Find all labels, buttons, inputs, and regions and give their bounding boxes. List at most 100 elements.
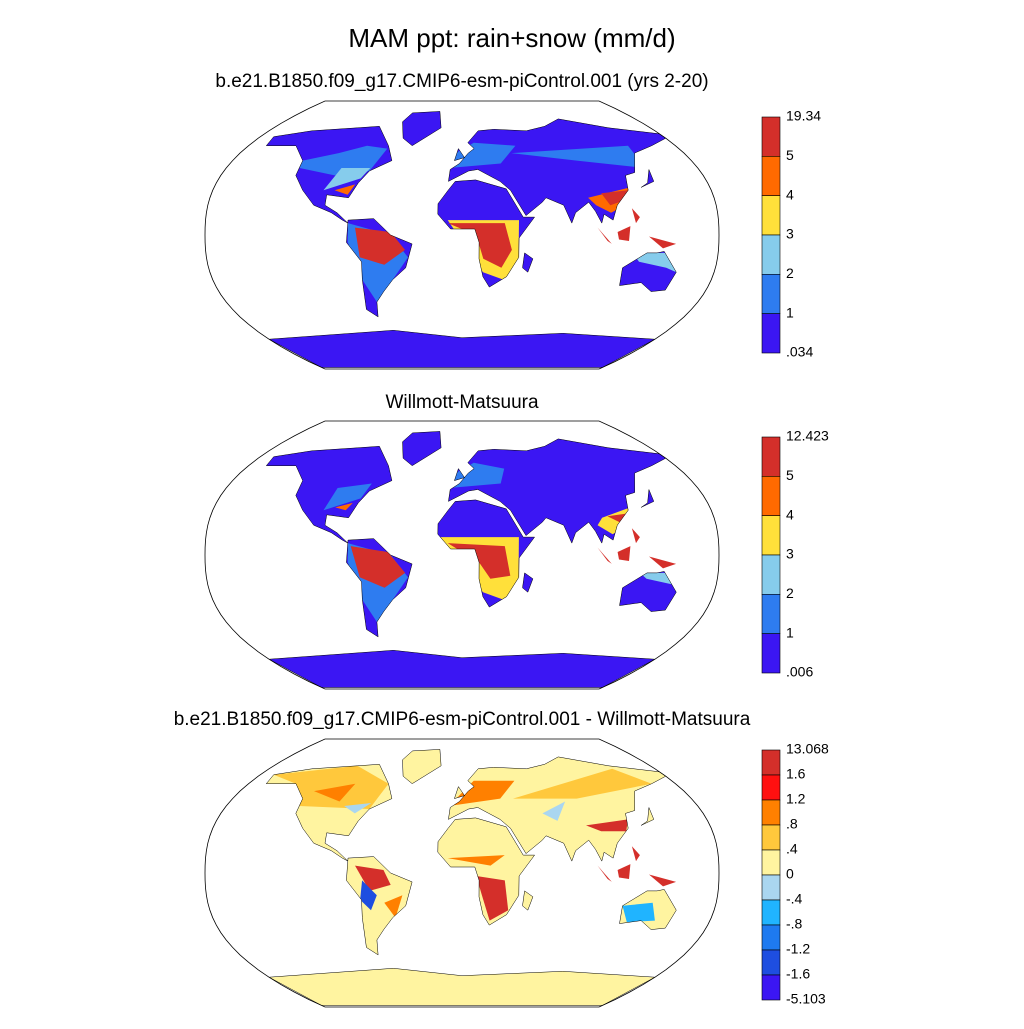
island [597,227,612,244]
region [542,801,566,821]
coastline [619,889,677,930]
island [649,874,677,887]
colorbar-box [761,234,781,275]
colorbar-box [761,515,781,556]
colorbar-label: 19.34 [786,108,821,124]
colorbar-box [761,924,781,951]
coastline [346,856,413,956]
coastline [522,252,534,273]
land [641,169,654,188]
coastline [265,126,393,224]
colorbar-box [761,774,781,801]
region [323,483,372,511]
region [447,223,512,268]
region [355,865,391,891]
island [617,546,631,561]
coastline [437,179,536,288]
colorbar-box [761,116,781,157]
map-panel: b.e21.B1850.f09_g17.CMIP6-esm-piControl.… [204,71,821,370]
map-outline [204,100,720,370]
colorbar-box [761,824,781,851]
coastline [268,968,656,1006]
colorbar-label: -5.103 [786,991,826,1007]
coastline [522,890,534,911]
colorbar-box [761,436,781,477]
map-panel: Willmott-Matsuura 12.423 5 4 3 2 1 .006 [204,392,829,690]
region [350,546,406,588]
coastline [437,499,536,608]
region [314,783,356,802]
land [522,572,533,593]
panel-title: Willmott-Matsuura [385,392,539,413]
colorbar-box [761,949,781,976]
region [622,902,655,923]
region [511,145,646,168]
coastline [448,756,667,862]
region [586,819,628,832]
coastline [619,571,677,612]
colorbar-label: 13.068 [786,741,829,757]
colorbar-label: 1 [786,624,794,640]
colorbar-box [761,313,781,354]
colorbar-label: -.8 [786,916,803,932]
colorbar-label: 1.2 [786,791,806,807]
map-fills [265,431,677,688]
region [447,855,505,866]
map-outline [204,738,720,1008]
colorbar-label: 12.423 [786,428,829,444]
colorbar-label: 2 [786,265,794,281]
colorbar-label: .4 [786,841,798,857]
colorbar-box [761,974,781,1001]
map-panel: b.e21.B1850.f09_g17.CMIP6-esm-piControl.… [174,709,829,1008]
land [641,489,654,508]
coastline [346,538,413,638]
land [266,446,392,544]
colorbar-box [761,476,781,516]
colorbar-box [761,554,781,595]
colorbar-label: -1.6 [786,966,810,982]
coastline [454,786,465,799]
coastline [522,572,534,593]
coastline [454,468,465,481]
colorbar-label: 2 [786,585,794,601]
land [269,330,655,368]
land [522,252,533,273]
region [448,780,515,806]
colorbar-label: .006 [786,664,813,680]
colorbar-box [761,799,781,826]
map-outline [204,420,720,690]
region [335,502,353,511]
region [448,462,505,488]
colorbar-box [761,594,781,634]
island [649,236,677,249]
land [522,890,533,911]
island [617,226,631,241]
region [601,190,629,206]
region [344,803,372,814]
coastline [448,118,667,224]
coastline [619,251,677,292]
island [597,547,612,564]
island [631,208,640,224]
coastline [402,749,442,785]
coastline [268,650,656,688]
panel-title: b.e21.B1850.f09_g17.CMIP6-esm-piControl.… [174,709,751,730]
region [632,252,677,273]
colorbar-box [761,195,781,236]
island [649,556,677,569]
land [402,749,442,784]
coastline [402,431,442,467]
coastline [265,764,393,862]
land [437,817,535,926]
region [639,572,674,585]
colorbar-label: -1.2 [786,941,810,957]
colorbar-box [761,899,781,926]
colorbar-label: 5 [786,467,794,483]
region [355,227,405,265]
colorbar-box [761,849,781,876]
region [607,513,629,523]
land [269,650,655,688]
region [476,876,509,921]
region [360,880,377,911]
island [631,846,640,862]
